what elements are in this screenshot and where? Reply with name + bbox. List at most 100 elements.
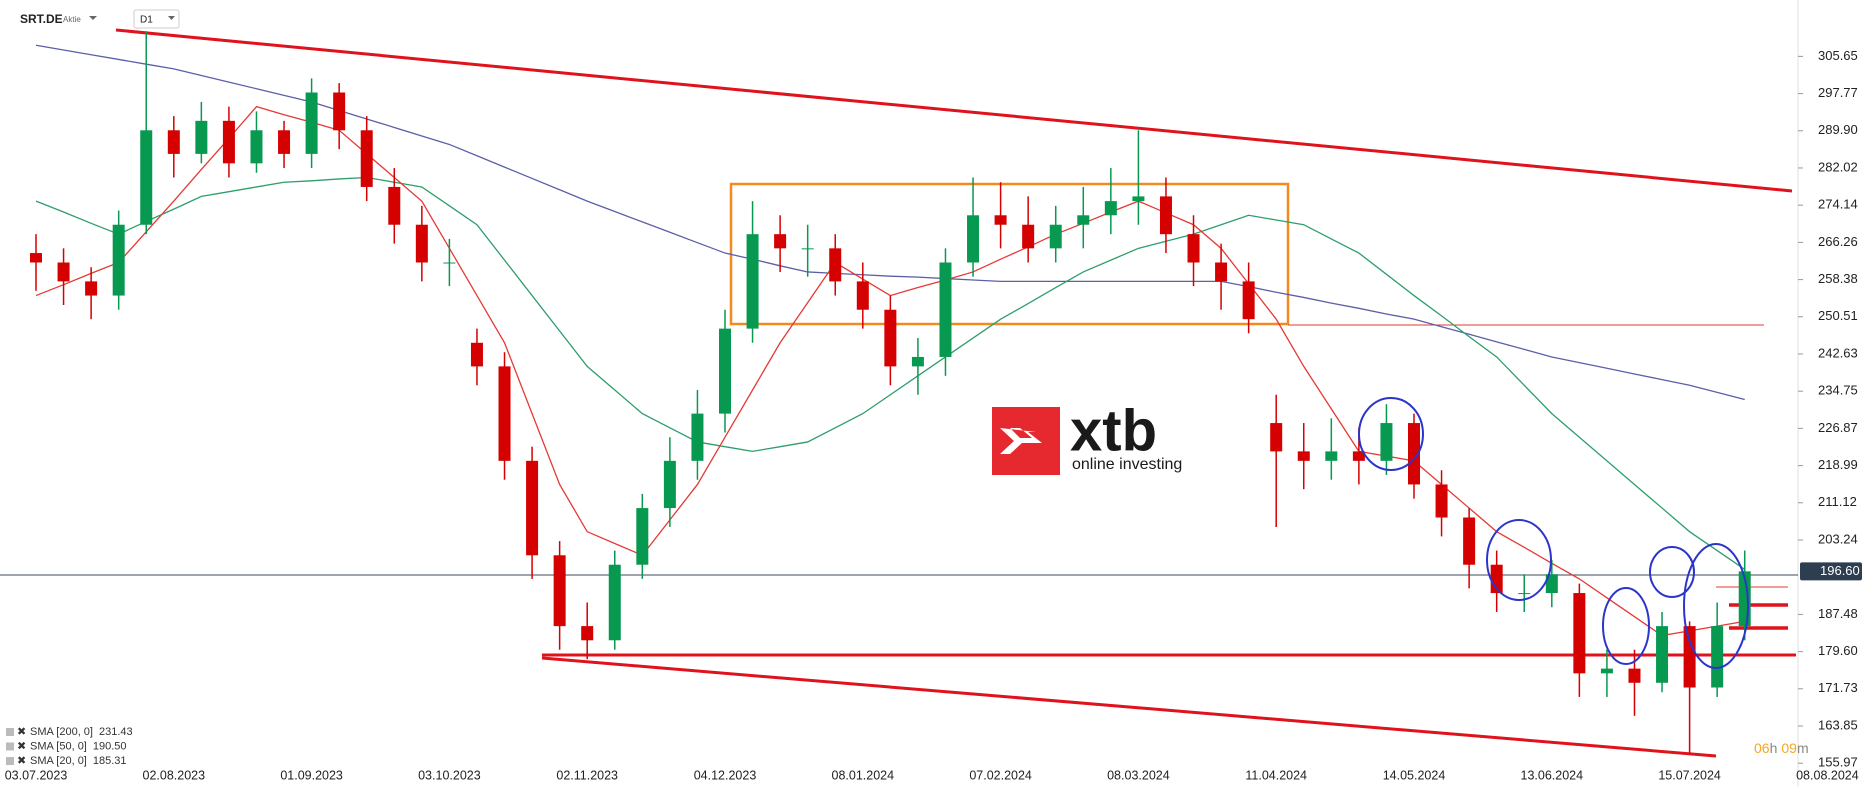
candle-body <box>1352 451 1365 461</box>
timer-unit: h <box>1770 740 1778 756</box>
candle-body <box>1656 626 1669 683</box>
legend-entry: SMA [200, 0] 231.43 <box>30 726 133 738</box>
candle-body <box>1435 484 1448 518</box>
legend-name: SMA [50, 0] <box>30 740 87 752</box>
candle-body <box>278 130 291 154</box>
x-tick-label: 15.07.2024 <box>1658 768 1721 782</box>
interval-label[interactable]: D1 <box>140 15 153 26</box>
y-tick-label: 218.99 <box>1818 457 1858 472</box>
timer-unit: m <box>1797 740 1809 756</box>
y-tick-label: 179.60 <box>1818 643 1858 658</box>
y-tick-label: 226.87 <box>1818 420 1858 435</box>
candle-body <box>333 92 346 131</box>
highlight-circles <box>1358 397 1749 669</box>
legend-entry: SMA [20, 0] 185.31 <box>30 755 127 767</box>
candle-body <box>1408 423 1420 485</box>
x-tick-label: 03.10.2023 <box>418 768 481 782</box>
y-tick-label: 155.97 <box>1818 755 1858 770</box>
candle-body <box>1215 262 1228 282</box>
candle-body <box>1325 451 1338 461</box>
candle-body <box>140 130 153 225</box>
candle-body <box>939 262 952 357</box>
legend-value: 231.43 <box>99 726 133 738</box>
trend-line <box>541 656 1717 758</box>
instrument-kind: Aktie <box>63 15 81 24</box>
legend-icon[interactable] <box>6 742 14 751</box>
y-tick-label: 242.63 <box>1818 345 1858 360</box>
candle-body <box>388 186 401 225</box>
candle-body <box>360 130 373 187</box>
candle-body <box>1132 196 1145 202</box>
candle-body <box>1242 281 1255 320</box>
candle-body <box>1380 423 1393 461</box>
candle-body <box>1573 593 1586 674</box>
legend-icon[interactable] <box>6 757 14 765</box>
legend-icon[interactable] <box>6 728 14 736</box>
candle-body <box>1022 224 1035 249</box>
legend-close[interactable]: ✖ <box>17 755 26 767</box>
y-tick-label: 297.77 <box>1818 85 1858 100</box>
x-tick-label: 02.11.2023 <box>556 768 618 782</box>
candle-body <box>1159 196 1172 235</box>
circle <box>1486 519 1552 601</box>
x-tick-label: 02.08.2023 <box>143 768 206 782</box>
logo-tagline: online investing <box>1072 456 1182 473</box>
candle-body <box>1297 451 1310 461</box>
candle-body <box>581 626 594 641</box>
dropdown-arrow[interactable] <box>168 16 175 20</box>
candle-body <box>1049 224 1062 249</box>
circle <box>1602 587 1650 665</box>
candle-body <box>1628 668 1641 683</box>
legend-close[interactable]: ✖ <box>17 726 26 738</box>
candle-body <box>305 92 318 154</box>
x-tick-label: 03.07.2023 <box>5 768 68 782</box>
candle-body <box>222 120 235 164</box>
timer-hours: 06 <box>1754 740 1770 756</box>
candle-body <box>1077 215 1090 225</box>
candle-body <box>1683 626 1696 688</box>
candle-body <box>1104 201 1117 216</box>
candle-body <box>30 253 42 263</box>
dropdown-arrow[interactable] <box>89 16 97 20</box>
interval-select[interactable] <box>133 9 180 29</box>
candle-body <box>856 281 869 310</box>
legend-close[interactable]: ✖ <box>17 740 26 752</box>
candle-body <box>691 413 704 461</box>
candle-body <box>774 234 787 249</box>
candle-body <box>967 215 980 263</box>
price-tag-label: 196.60 <box>1820 563 1860 578</box>
logo-text: xtb <box>1070 398 1157 463</box>
range-box <box>729 182 1290 326</box>
candle-body <box>85 281 98 296</box>
candle-body <box>1270 423 1283 452</box>
price-tag <box>1800 562 1862 581</box>
candle-body <box>884 309 897 367</box>
sma-line <box>35 176 1746 570</box>
y-tick-label: 289.90 <box>1818 122 1858 137</box>
y-tick-label: 187.48 <box>1818 606 1858 621</box>
candle-body <box>719 328 731 414</box>
legend-entry: SMA [50, 0] 190.50 <box>30 740 127 752</box>
legend-name: SMA [20, 0] <box>30 755 87 767</box>
y-tick-label: 250.51 <box>1818 308 1858 323</box>
trend-line <box>115 28 1793 193</box>
legend-value: 190.50 <box>93 740 127 752</box>
candle-body <box>57 262 70 282</box>
candle-body <box>801 248 814 250</box>
y-tick-label: 203.24 <box>1818 531 1858 546</box>
x-tick-label: 01.09.2023 <box>280 768 343 782</box>
symbol[interactable]: SRT.DE <box>20 12 63 26</box>
y-tick-label: 266.26 <box>1818 234 1858 249</box>
x-tick-label: 13.06.2024 <box>1521 768 1584 782</box>
candle-body <box>1463 517 1476 565</box>
circle <box>1358 397 1424 471</box>
timer: 06h 09m <box>1754 740 1809 756</box>
y-tick-label: 258.38 <box>1818 271 1858 286</box>
candle-body <box>167 130 180 154</box>
legend-value: 185.31 <box>93 755 127 767</box>
candle-body <box>443 262 456 264</box>
candle-body <box>911 356 924 367</box>
plot <box>30 31 1751 754</box>
candle-body <box>829 248 842 282</box>
